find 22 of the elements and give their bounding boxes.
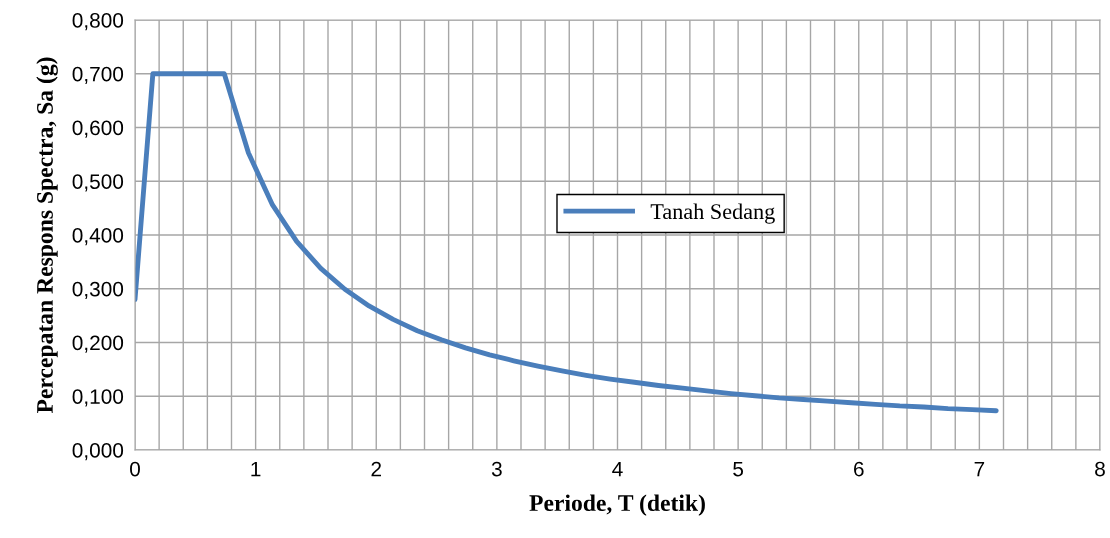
y-axis-title: Percepatan Respons Spectra, Sa (g) [36,57,58,414]
x-tick-label: 6 [854,461,864,477]
y-tick-label: 0,500 [72,174,124,192]
y-tick-label: 0,400 [72,228,124,246]
y-tick-label: 0,000 [72,443,124,461]
y-tick-label: 0,600 [72,120,124,138]
x-tick-label: 3 [491,461,502,477]
y-tick-label: 0,100 [72,389,124,407]
y-tick-label: 0,300 [72,281,124,299]
x-tick-label: 7 [974,461,985,477]
line-series [135,71,999,414]
x-tick-label: 1 [251,461,261,477]
x-tick-label: 4 [612,461,623,477]
x-tick-label: 8 [1095,461,1105,477]
y-tick-label: 0,700 [72,66,124,84]
x-axis-title: Periode, T (detik) [529,494,705,516]
y-tick-label: 0,800 [72,13,124,31]
y-tick-label: 0,200 [72,335,124,353]
legend-label: Tanah Sedang [650,203,775,224]
x-tick-label: 0 [130,461,140,477]
x-tick-label: 5 [733,461,744,477]
x-tick-label: 2 [371,461,381,477]
